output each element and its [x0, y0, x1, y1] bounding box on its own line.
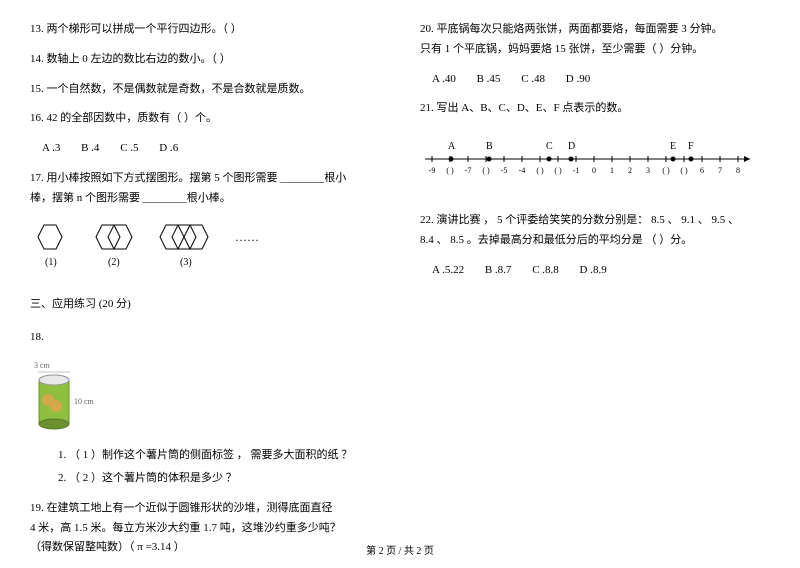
option-a: A .40 — [432, 73, 456, 85]
svg-text:-1: -1 — [573, 166, 580, 175]
section-3-heading: 三、应用练习 (20 分) — [30, 295, 380, 315]
option-d: D .6 — [159, 142, 178, 154]
option-b: B .45 — [477, 73, 501, 85]
svg-text:( ): ( ) — [680, 166, 688, 175]
number-line-figure: -9( )-7( )-5-4( )( )-10123( )( )678 A B … — [420, 131, 770, 191]
question-20-line2: 只有 1 个平底锅，妈妈要烙 15 张饼，至少需要（ ）分钟。 — [420, 40, 770, 60]
question-17-line2: 棒，摆第 n 个图形需要 ________根小棒。 — [30, 189, 380, 209]
svg-text:-9: -9 — [429, 166, 436, 175]
question-19-line2: 4 米，高 1.5 米。每立方米沙大约重 1.7 吨，这堆沙约重多少吨？ — [30, 519, 380, 539]
page-footer: 第 2 页 / 共 2 页 — [0, 542, 800, 557]
question-16: 16. 42 的全部因数中，质数有（ ）个。 — [30, 109, 380, 129]
chip-can-figure: 3 cm 10 cm — [30, 358, 380, 436]
svg-text:-5: -5 — [501, 166, 508, 175]
question-18-sub1: 1. （ 1 ）制作这个薯片筒的侧面标签 ， 需要多大面积的纸 ？ — [58, 446, 380, 466]
question-22-line2: 8.4 、 8.5 。去掉最高分和最低分后的平均分是 （ ）分。 — [420, 231, 770, 251]
question-22-line1: 22. 演讲比赛 ， 5 个评委给笑笑的分数分别是： 8.5 、 9.1 、 9… — [420, 211, 770, 231]
svg-text:( ): ( ) — [662, 166, 670, 175]
hexagon-svg: (1) (2) (3) …… — [30, 219, 330, 275]
question-13: 13. 两个梯形可以拼成一个平行四边形。（ ） — [30, 20, 380, 40]
svg-text:1: 1 — [610, 166, 614, 175]
question-18-sub2: 2. （ 2 ）这个薯片筒的体积是多少 ？ — [58, 469, 380, 489]
question-22-options: A .5.22 B .8.7 C .8.8 D .8.9 — [432, 261, 770, 281]
number-line-svg: -9( )-7( )-5-4( )( )-10123( )( )678 A B … — [420, 131, 760, 183]
right-column: 20. 平底锅每次只能烙两张饼，两面都要烙，每面需要 3 分钟。 只有 1 个平… — [420, 20, 770, 568]
question-19-line1: 19. 在建筑工地上有一个近似于圆锥形状的沙堆，测得底面直径 — [30, 499, 380, 519]
svg-text:6: 6 — [700, 166, 704, 175]
svg-text:2: 2 — [628, 166, 632, 175]
hex-label-1: (1) — [45, 257, 57, 268]
nl-label-b: B — [486, 141, 493, 152]
hex-label-2: (2) — [108, 257, 120, 268]
question-20-line1: 20. 平底锅每次只能烙两张饼，两面都要烙，每面需要 3 分钟。 — [420, 20, 770, 40]
nl-label-c: C — [546, 141, 553, 152]
option-c: C .8.8 — [532, 264, 559, 276]
hex-label-3: (3) — [180, 257, 192, 268]
svg-text:0: 0 — [592, 166, 596, 175]
left-column: 13. 两个梯形可以拼成一个平行四边形。（ ） 14. 数轴上 0 左边的数比右… — [30, 20, 380, 568]
svg-text:8: 8 — [736, 166, 740, 175]
option-c: C .48 — [521, 73, 545, 85]
svg-text:( ): ( ) — [446, 166, 454, 175]
svg-text:3: 3 — [646, 166, 650, 175]
nl-label-e: E — [670, 141, 676, 152]
question-15: 15. 一个自然数，不是偶数就是奇数，不是合数就是质数。 — [30, 80, 380, 100]
chip-can-svg: 3 cm 10 cm — [30, 358, 100, 436]
chip-side-label: 10 cm — [74, 397, 95, 406]
option-a: A .3 — [42, 142, 60, 154]
option-c: C .5 — [120, 142, 138, 154]
option-b: B .4 — [81, 142, 99, 154]
question-20-options: A .40 B .45 C .48 D .90 — [432, 70, 770, 90]
svg-text:7: 7 — [718, 166, 722, 175]
question-18: 18. — [30, 328, 380, 348]
option-d: D .8.9 — [580, 264, 607, 276]
svg-text:-7: -7 — [465, 166, 472, 175]
chip-top-label: 3 cm — [34, 361, 51, 370]
svg-text:( ): ( ) — [536, 166, 544, 175]
ellipsis: …… — [235, 230, 259, 244]
option-b: B .8.7 — [485, 264, 512, 276]
nl-label-a: A — [448, 141, 456, 152]
nl-label-f: F — [688, 141, 694, 152]
question-17-line1: 17. 用小棒按照如下方式摆图形。摆第 5 个图形需要 ________根小 — [30, 169, 380, 189]
question-21: 21. 写出 A、B、C、D、E、F 点表示的数。 — [420, 99, 770, 119]
question-16-options: A .3 B .4 C .5 D .6 — [42, 139, 380, 159]
page-body: 13. 两个梯形可以拼成一个平行四边形。（ ） 14. 数轴上 0 左边的数比右… — [0, 0, 800, 568]
svg-text:-4: -4 — [519, 166, 526, 175]
option-d: D .90 — [566, 73, 590, 85]
question-14: 14. 数轴上 0 左边的数比右边的数小。（ ） — [30, 50, 380, 70]
option-a: A .5.22 — [432, 264, 464, 276]
svg-text:( ): ( ) — [482, 166, 490, 175]
hexagon-figure: (1) (2) (3) …… — [30, 219, 380, 275]
nl-label-d: D — [568, 141, 575, 152]
svg-text:( ): ( ) — [554, 166, 562, 175]
